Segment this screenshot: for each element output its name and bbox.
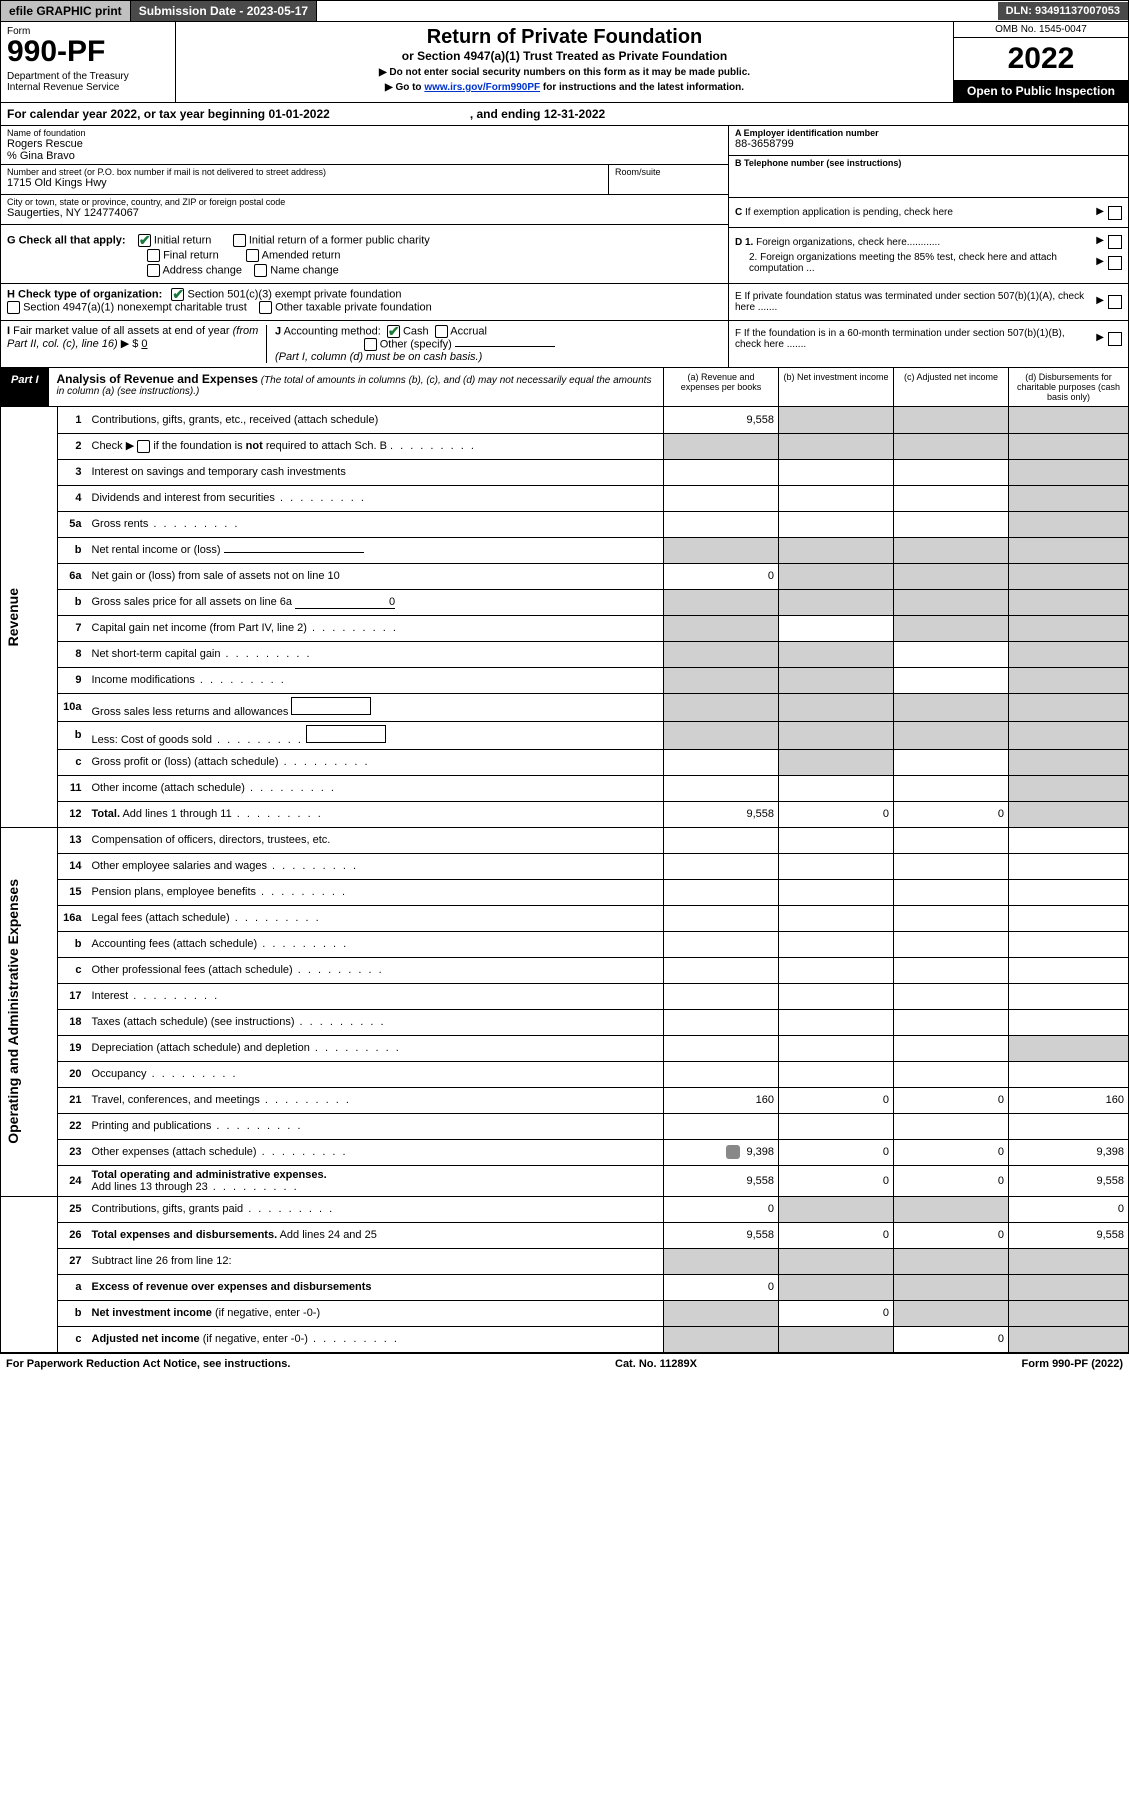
street-address: 1715 Old Kings Hwy [7,177,602,189]
e-checkbox[interactable] [1108,295,1122,309]
col-d-header: (d) Disbursements for charitable purpose… [1008,368,1128,406]
d2-label: 2. Foreign organizations meeting the 85%… [735,252,1096,274]
f-label: F If the foundation is in a 60-month ter… [735,328,1096,350]
amended-return-checkbox[interactable] [246,249,259,262]
dept: Department of the Treasury Internal Reve… [7,71,169,93]
form-header: Form 990-PF Department of the Treasury I… [0,22,1129,103]
d1-checkbox[interactable] [1108,235,1122,249]
section-h: H Check type of organization: Section 50… [0,284,1129,321]
fmv-value: 0 [141,338,147,350]
care-of: % Gina Bravo [7,150,722,162]
city-state-zip: Saugerties, NY 124774067 [7,207,722,219]
e-label: E If private foundation status was termi… [735,291,1096,313]
tel-label: B Telephone number (see instructions) [735,158,1122,168]
f-checkbox[interactable] [1108,332,1122,346]
pending-label: C If exemption application is pending, c… [735,207,953,218]
initial-former-checkbox[interactable] [233,234,246,247]
h1-checkbox[interactable] [171,288,184,301]
part1-table: Revenue 1Contributions, gifts, grants, e… [0,407,1129,1353]
room-suite-label: Room/suite [608,165,728,194]
open-public: Open to Public Inspection [954,80,1128,102]
top-bar: efile GRAPHIC print Submission Date - 20… [0,0,1129,22]
city-label: City or town, state or province, country… [7,197,722,207]
efile-btn[interactable]: efile GRAPHIC print [1,1,131,21]
submission-date: Submission Date - 2023-05-17 [131,1,317,21]
name-label: Name of foundation [7,128,722,138]
addr-label: Number and street (or P.O. box number if… [7,167,602,177]
attachment-icon[interactable] [726,1145,740,1159]
d2-checkbox[interactable] [1108,256,1122,270]
section-ij: I Fair market value of all assets at end… [0,321,1129,368]
form-subtitle: or Section 4947(a)(1) Trust Treated as P… [182,49,947,63]
final-return-checkbox[interactable] [147,249,160,262]
ein: 88-3658799 [735,138,1122,150]
ein-label: A Employer identification number [735,128,1122,138]
pending-checkbox[interactable] [1108,206,1122,220]
cash-checkbox[interactable] [387,325,400,338]
foundation-name: Rogers Rescue [7,138,722,150]
form-ref: Form 990-PF (2022) [1022,1358,1124,1370]
entity-block: Name of foundation Rogers Rescue % Gina … [0,126,1129,228]
page-footer: For Paperwork Reduction Act Notice, see … [0,1353,1129,1374]
schb-checkbox[interactable] [137,440,150,453]
h3-checkbox[interactable] [259,301,272,314]
expenses-side: Operating and Administrative Expenses [5,879,21,1144]
h2-checkbox[interactable] [7,301,20,314]
initial-return-checkbox[interactable] [138,234,151,247]
other-checkbox[interactable] [364,338,377,351]
tax-year: 2022 [954,38,1128,80]
instr-link: ▶ Go to www.irs.gov/Form990PF for instru… [182,82,947,93]
part1-label: Part I [1,368,49,406]
section-g: G Check all that apply: Initial return I… [0,228,1129,284]
name-change-checkbox[interactable] [254,264,267,277]
irs-link[interactable]: www.irs.gov/Form990PF [424,82,540,93]
form-number: 990-PF [7,37,169,67]
accrual-checkbox[interactable] [435,325,448,338]
address-change-checkbox[interactable] [147,264,160,277]
col-b-header: (b) Net investment income [778,368,893,406]
calendar-year: For calendar year 2022, or tax year begi… [0,103,1129,126]
form-title: Return of Private Foundation [182,26,947,49]
d1-label: D 1. Foreign organizations, check here..… [735,237,1096,248]
col-a-header: (a) Revenue and expenses per books [663,368,778,406]
col-c-header: (c) Adjusted net income [893,368,1008,406]
instr-ssn: ▶ Do not enter social security numbers o… [182,67,947,78]
dln: DLN: 93491137007053 [998,2,1128,20]
cat-no: Cat. No. 11289X [615,1358,697,1370]
paperwork-notice: For Paperwork Reduction Act Notice, see … [6,1358,290,1370]
part1-header: Part I Analysis of Revenue and Expenses … [0,368,1129,407]
omb-number: OMB No. 1545-0047 [954,22,1128,38]
revenue-side: Revenue [5,588,21,646]
g-label: G Check all that apply: [7,234,126,246]
j-note: (Part I, column (d) must be on cash basi… [275,351,482,363]
